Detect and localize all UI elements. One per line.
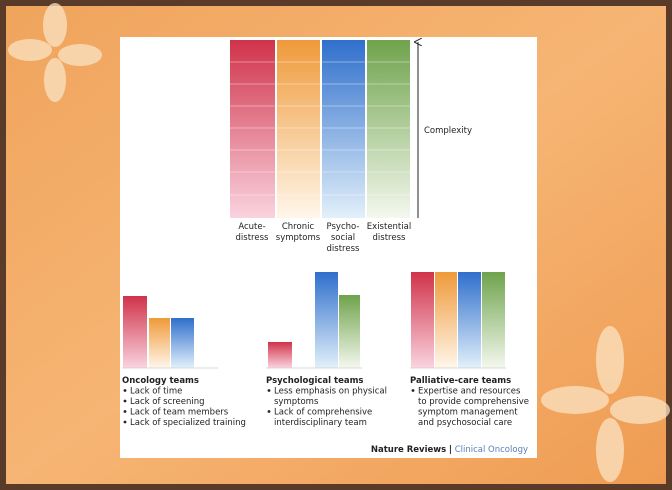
- column-label: distress: [327, 244, 360, 254]
- column: [458, 272, 481, 368]
- column: [171, 318, 194, 368]
- column-label: Acute-: [238, 222, 265, 232]
- panel-item: symptoms: [274, 397, 319, 407]
- column: [411, 272, 434, 368]
- panel-item: Lack of team members: [130, 408, 229, 418]
- column: [123, 296, 147, 368]
- flower-decoration: [8, 3, 670, 482]
- column: [268, 342, 292, 368]
- panel-title: Psychological teams: [266, 376, 364, 386]
- panel-item: Lack of time: [130, 387, 182, 397]
- psychological-chart: [266, 272, 362, 369]
- complexity-chart: Complexity Acute- distress Chronic sympt…: [230, 40, 472, 254]
- column-label: social: [331, 233, 355, 243]
- column-label: Existential: [367, 222, 411, 232]
- credit-section: Clinical Oncology: [455, 445, 528, 455]
- bullet: [123, 399, 127, 403]
- column-label: distress: [236, 233, 269, 243]
- panel-item: Lack of screening: [130, 397, 205, 407]
- panel-item: interdisciplinary team: [274, 418, 367, 428]
- axis-label: Complexity: [424, 126, 472, 136]
- panel-item: Expertise and resources: [418, 387, 521, 397]
- panel-title: Palliative-care teams: [410, 376, 511, 386]
- bullet: [123, 389, 127, 392]
- panel-item: and psychosocial care: [418, 418, 512, 428]
- panel-title: Oncology teams: [122, 376, 199, 386]
- column: [435, 272, 457, 368]
- column: [339, 295, 360, 368]
- bullet: [267, 410, 271, 413]
- credit-separator: |: [449, 445, 452, 455]
- panel-item: to provide comprehensive: [418, 397, 529, 407]
- column: [315, 272, 338, 368]
- column-label: Chronic: [282, 222, 315, 232]
- panel-item: Less emphasis on physical: [274, 387, 387, 397]
- column: [230, 40, 275, 218]
- column: [149, 318, 170, 368]
- column-label: symptoms: [276, 233, 321, 243]
- panel-item: Lack of comprehensive: [274, 408, 372, 418]
- bullet: [123, 420, 127, 424]
- column-label: distress: [373, 233, 406, 243]
- oncology-chart: [122, 296, 218, 369]
- column-label: Psycho-: [327, 222, 360, 232]
- bullet: [267, 389, 271, 392]
- credit-journal: Nature Reviews: [371, 445, 446, 455]
- panel-item: Lack of specialized training: [130, 418, 246, 428]
- column: [367, 40, 410, 218]
- column: [482, 272, 505, 368]
- bullet: [411, 389, 415, 392]
- bullet: [123, 410, 127, 413]
- palliative-chart: [410, 272, 506, 369]
- credit: Nature Reviews | Clinical Oncology: [371, 445, 528, 455]
- column: [322, 40, 365, 218]
- column: [277, 40, 320, 218]
- panel-item: symptom management: [418, 408, 518, 418]
